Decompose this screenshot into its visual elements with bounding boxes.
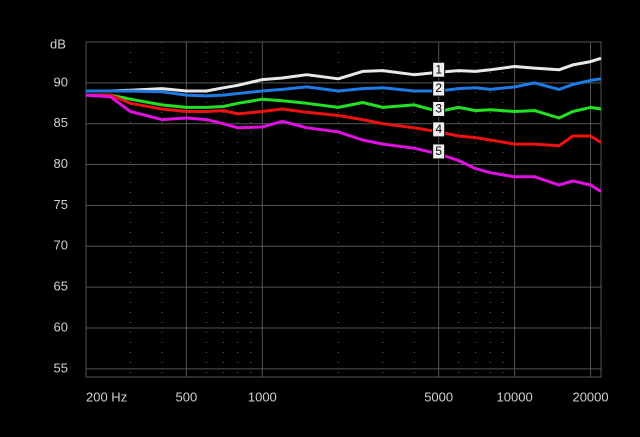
x-tick-label: 1000	[248, 389, 277, 404]
series-line	[86, 56, 602, 93]
series-label-box	[432, 143, 446, 160]
y-tick-label: 60	[54, 319, 68, 334]
x-tick-label: 500	[176, 389, 198, 404]
y-axis-label: dB	[50, 36, 66, 51]
x-tick-label: 20000	[572, 389, 608, 404]
series-label: 2	[435, 81, 442, 95]
series-label: 1	[435, 62, 442, 76]
y-tick-label: 80	[54, 156, 68, 171]
series-label-box	[432, 61, 446, 78]
series-line	[86, 93, 602, 148]
y-tick-label: 70	[54, 238, 68, 253]
series-line	[86, 77, 602, 98]
y-tick-label: 55	[54, 360, 68, 375]
series-label: 4	[435, 122, 442, 136]
series-label-box	[432, 80, 446, 97]
series-label: 3	[435, 102, 442, 116]
series-line	[86, 93, 602, 120]
series-label: 5	[435, 144, 442, 158]
x-tick-label: 5000	[424, 389, 453, 404]
series-label-box	[432, 121, 446, 138]
series-line	[85, 93, 602, 193]
y-tick-label: 90	[54, 74, 68, 89]
y-tick-label: 85	[54, 115, 68, 130]
series-label-box	[432, 100, 446, 117]
x-tick-label: 200 Hz	[86, 389, 127, 404]
x-tick-label: 10000	[497, 389, 533, 404]
y-tick-label: 75	[54, 197, 68, 212]
y-tick-label: 65	[54, 279, 68, 294]
